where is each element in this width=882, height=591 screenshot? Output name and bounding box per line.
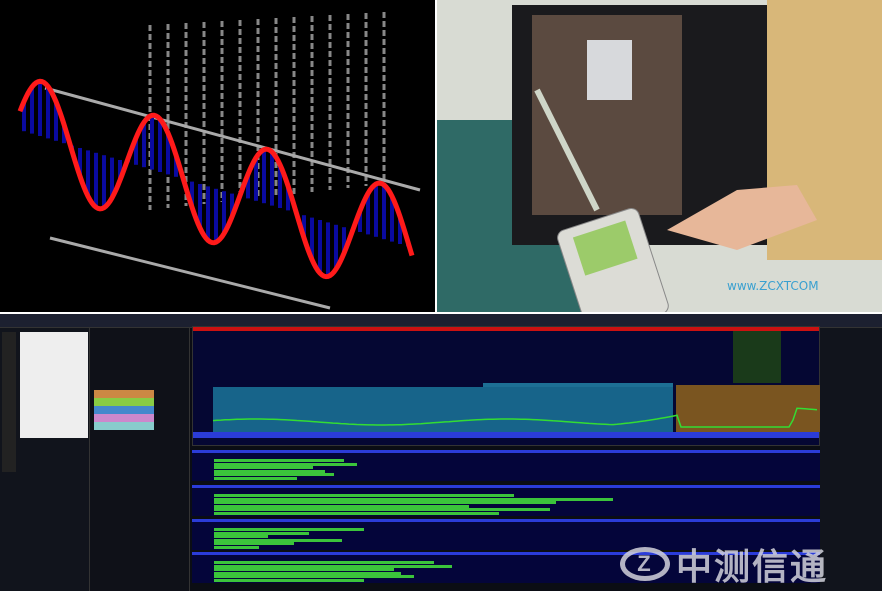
band-bar xyxy=(193,432,819,438)
level-bar xyxy=(214,571,401,575)
level-bar xyxy=(214,501,556,504)
right-panel xyxy=(820,328,882,591)
level-bar xyxy=(214,535,268,538)
device-photo: www.ZCXTCOM xyxy=(437,0,882,312)
bar-panel[interactable] xyxy=(192,485,820,516)
spectrum-analyzer-app xyxy=(0,314,882,591)
level-bar xyxy=(214,476,297,480)
level-bar xyxy=(214,568,394,571)
sine-wave-graphic xyxy=(17,12,421,310)
brand-watermark: Z 中测信通 xyxy=(620,538,828,590)
photo-watermark: www.ZCXTCOM xyxy=(727,279,819,293)
title-bar xyxy=(193,327,819,331)
settings-panel xyxy=(90,328,190,591)
level-bar xyxy=(214,462,357,466)
level-bar xyxy=(214,473,334,476)
brand-text: 中测信通 xyxy=(676,547,829,588)
level-bar xyxy=(214,564,452,568)
left-panel xyxy=(0,328,90,591)
spectrum-trace xyxy=(212,407,818,428)
color-legend[interactable] xyxy=(94,390,154,430)
level-bar xyxy=(214,528,364,531)
level-bar xyxy=(214,561,434,564)
level-bar xyxy=(214,511,499,515)
level-bar xyxy=(214,497,613,501)
level-bar xyxy=(214,466,313,469)
level-bar xyxy=(214,575,414,578)
bar-panel[interactable] xyxy=(192,450,820,481)
tree-list[interactable] xyxy=(20,332,88,438)
level-bar xyxy=(214,531,309,535)
bar-panel[interactable] xyxy=(192,552,820,583)
level-bar xyxy=(214,542,294,545)
spectrum-chart[interactable] xyxy=(192,326,821,446)
bar-panel[interactable] xyxy=(192,519,820,550)
data-table xyxy=(733,331,781,383)
side-icons[interactable] xyxy=(2,332,16,472)
level-bar xyxy=(214,508,550,511)
band-region-step xyxy=(483,383,673,387)
level-bar xyxy=(214,459,344,462)
level-bar xyxy=(214,469,325,473)
level-bar xyxy=(214,504,469,508)
level-bar xyxy=(214,538,342,542)
level-bar xyxy=(214,578,364,582)
3d-sine-plot xyxy=(0,0,435,312)
brand-logo-icon: Z xyxy=(620,547,670,581)
level-bar xyxy=(214,494,514,497)
sine-curve xyxy=(17,78,415,280)
level-bar xyxy=(214,545,259,549)
